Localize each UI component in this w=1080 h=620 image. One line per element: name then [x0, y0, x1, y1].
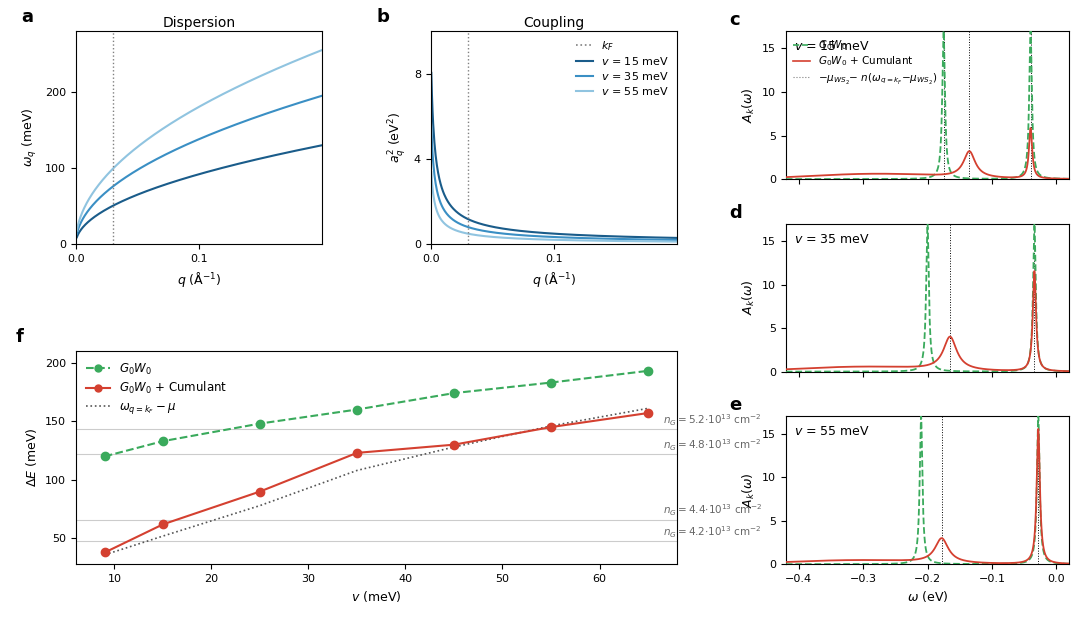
Legend: $G_0W_0$, $G_0W_0$ + Cumulant, $-\mu_{WS_2}$$-$ $n(\omega_{q=k_F}$$-$$\mu_{WS_2}: $G_0W_0$, $G_0W_0$ + Cumulant, $-\mu_{WS…	[791, 36, 940, 88]
Y-axis label: $a_q^2$ (eV$^2$): $a_q^2$ (eV$^2$)	[387, 112, 408, 163]
Y-axis label: $A_k(\omega)$: $A_k(\omega)$	[741, 280, 756, 316]
Text: $v$ = 55 meV: $v$ = 55 meV	[794, 425, 870, 438]
Text: e: e	[729, 396, 741, 414]
Y-axis label: $\omega_q$ (meV): $\omega_q$ (meV)	[22, 108, 39, 167]
X-axis label: $v$ (meV): $v$ (meV)	[351, 590, 402, 604]
X-axis label: $\omega$ (eV): $\omega$ (eV)	[907, 590, 948, 604]
Text: $n_G = 5.2{\cdot}10^{13}$ cm$^{-2}$: $n_G = 5.2{\cdot}10^{13}$ cm$^{-2}$	[662, 413, 761, 428]
Text: d: d	[729, 203, 742, 221]
Text: a: a	[22, 9, 33, 27]
Text: c: c	[729, 11, 740, 29]
Y-axis label: $\Delta E$ (meV): $\Delta E$ (meV)	[24, 428, 39, 487]
Legend: $G_0W_0$, $G_0W_0$ + Cumulant, $\omega_{q=k_F} - \mu$: $G_0W_0$, $G_0W_0$ + Cumulant, $\omega_{…	[81, 357, 232, 420]
Legend: $k_F$, $v$ = 15 meV, $v$ = 35 meV, $v$ = 55 meV: $k_F$, $v$ = 15 meV, $v$ = 35 meV, $v$ =…	[573, 37, 672, 99]
Text: $n_G = 4.8{\cdot}10^{13}$ cm$^{-2}$: $n_G = 4.8{\cdot}10^{13}$ cm$^{-2}$	[662, 437, 761, 453]
Text: f: f	[15, 329, 24, 347]
Text: $n_G = 4.2{\cdot}10^{13}$ cm$^{-2}$: $n_G = 4.2{\cdot}10^{13}$ cm$^{-2}$	[662, 524, 761, 539]
Title: Coupling: Coupling	[524, 16, 584, 30]
Text: b: b	[377, 9, 390, 27]
Y-axis label: $A_k(\omega)$: $A_k(\omega)$	[741, 87, 756, 123]
Y-axis label: $A_k(\omega)$: $A_k(\omega)$	[741, 472, 756, 508]
Text: $n_G = 4.4{\cdot}10^{13}$ cm$^{-2}$: $n_G = 4.4{\cdot}10^{13}$ cm$^{-2}$	[662, 503, 761, 518]
Text: $v$ = 15 meV: $v$ = 15 meV	[794, 40, 870, 53]
X-axis label: $q$ (Å$^{-1}$): $q$ (Å$^{-1}$)	[531, 270, 576, 288]
X-axis label: $q$ (Å$^{-1}$): $q$ (Å$^{-1}$)	[176, 270, 221, 288]
Text: $v$ = 35 meV: $v$ = 35 meV	[794, 232, 870, 246]
Title: Dispersion: Dispersion	[162, 16, 235, 30]
